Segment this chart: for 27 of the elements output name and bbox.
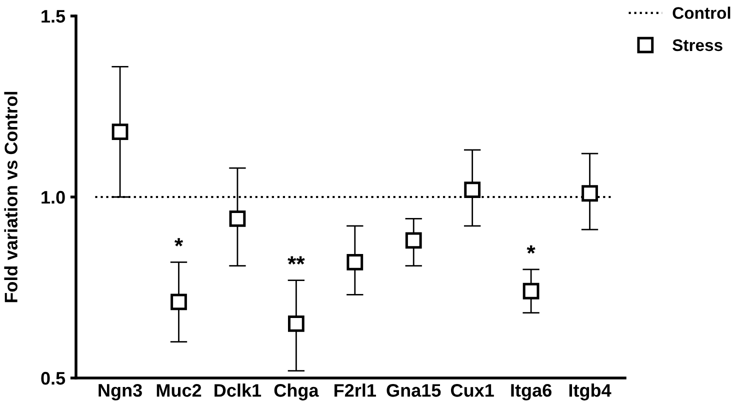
annotation: * [174, 238, 184, 246]
point [346, 254, 364, 270]
x-tick-label: Cux1 [451, 384, 494, 397]
point [229, 210, 246, 227]
x-tick-label: Chga [274, 384, 319, 400]
x-tick-label: Ngn3 [98, 384, 142, 400]
x-tick-label: Gna15 [386, 384, 441, 397]
point [405, 232, 422, 249]
legend-label: Control [672, 6, 730, 19]
point [464, 182, 481, 198]
point [522, 282, 540, 300]
y-tick-label: 0.5 [41, 372, 66, 385]
point [112, 124, 128, 140]
x-tick-label: F2rl1 [334, 384, 376, 397]
y-tick-label: 1.0 [42, 190, 65, 204]
x-tick-label: Dclk1 [214, 384, 262, 397]
point [170, 294, 187, 310]
annotation: ** [288, 256, 305, 264]
legend-label: Stress [672, 39, 722, 52]
x-tick-label: Itgb4 [569, 384, 612, 400]
point [288, 316, 304, 332]
annotation: * [526, 245, 536, 254]
x-tick-label: Itga6 [511, 384, 552, 400]
y-tick-label: 1.5 [42, 10, 66, 23]
y-axis-title: Fold variation vs Control [4, 92, 18, 302]
point [582, 185, 598, 202]
x-tick-label: Muc2 [156, 384, 202, 397]
